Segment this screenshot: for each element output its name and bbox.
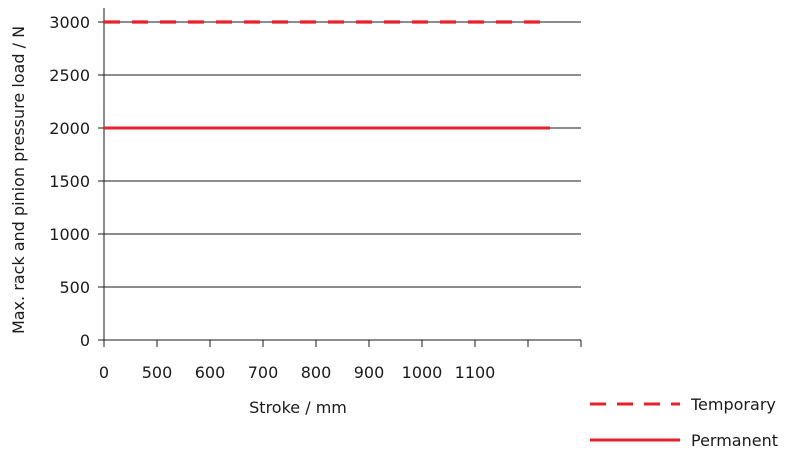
label-layer: 0 500 1000 1500 2000 2500 3000 0 500 600 700 800 900… bbox=[9, 13, 495, 417]
x-tick-label: 900 bbox=[354, 363, 385, 382]
y-tick-label: 1500 bbox=[49, 172, 90, 191]
x-tick-label: 1000 bbox=[402, 363, 443, 382]
x-tick-label: 1100 bbox=[455, 363, 496, 382]
x-tick-label: 600 bbox=[195, 363, 226, 382]
y-tick-label: 500 bbox=[59, 278, 90, 297]
legend: Temporary Permanent bbox=[590, 395, 778, 450]
legend-label-permanent: Permanent bbox=[691, 431, 778, 450]
y-tick-label: 2500 bbox=[49, 66, 90, 85]
x-tick-label: 0 bbox=[99, 363, 109, 382]
y-tick-label: 0 bbox=[80, 331, 90, 350]
y-tick-label: 3000 bbox=[49, 13, 90, 32]
x-axis-title: Stroke / mm bbox=[249, 398, 347, 417]
axis-layer bbox=[98, 8, 582, 347]
x-tick-label: 500 bbox=[142, 363, 173, 382]
legend-label-temporary: Temporary bbox=[690, 395, 776, 414]
y-tick-label: 2000 bbox=[49, 119, 90, 138]
grid-layer bbox=[104, 21, 581, 288]
y-tick-label: 1000 bbox=[49, 225, 90, 244]
series-layer bbox=[104, 20, 550, 130]
x-tick-label: 800 bbox=[301, 363, 332, 382]
y-axis-title: Max. rack and pinion pressure load / N bbox=[9, 26, 28, 334]
x-tick-label: 700 bbox=[248, 363, 279, 382]
